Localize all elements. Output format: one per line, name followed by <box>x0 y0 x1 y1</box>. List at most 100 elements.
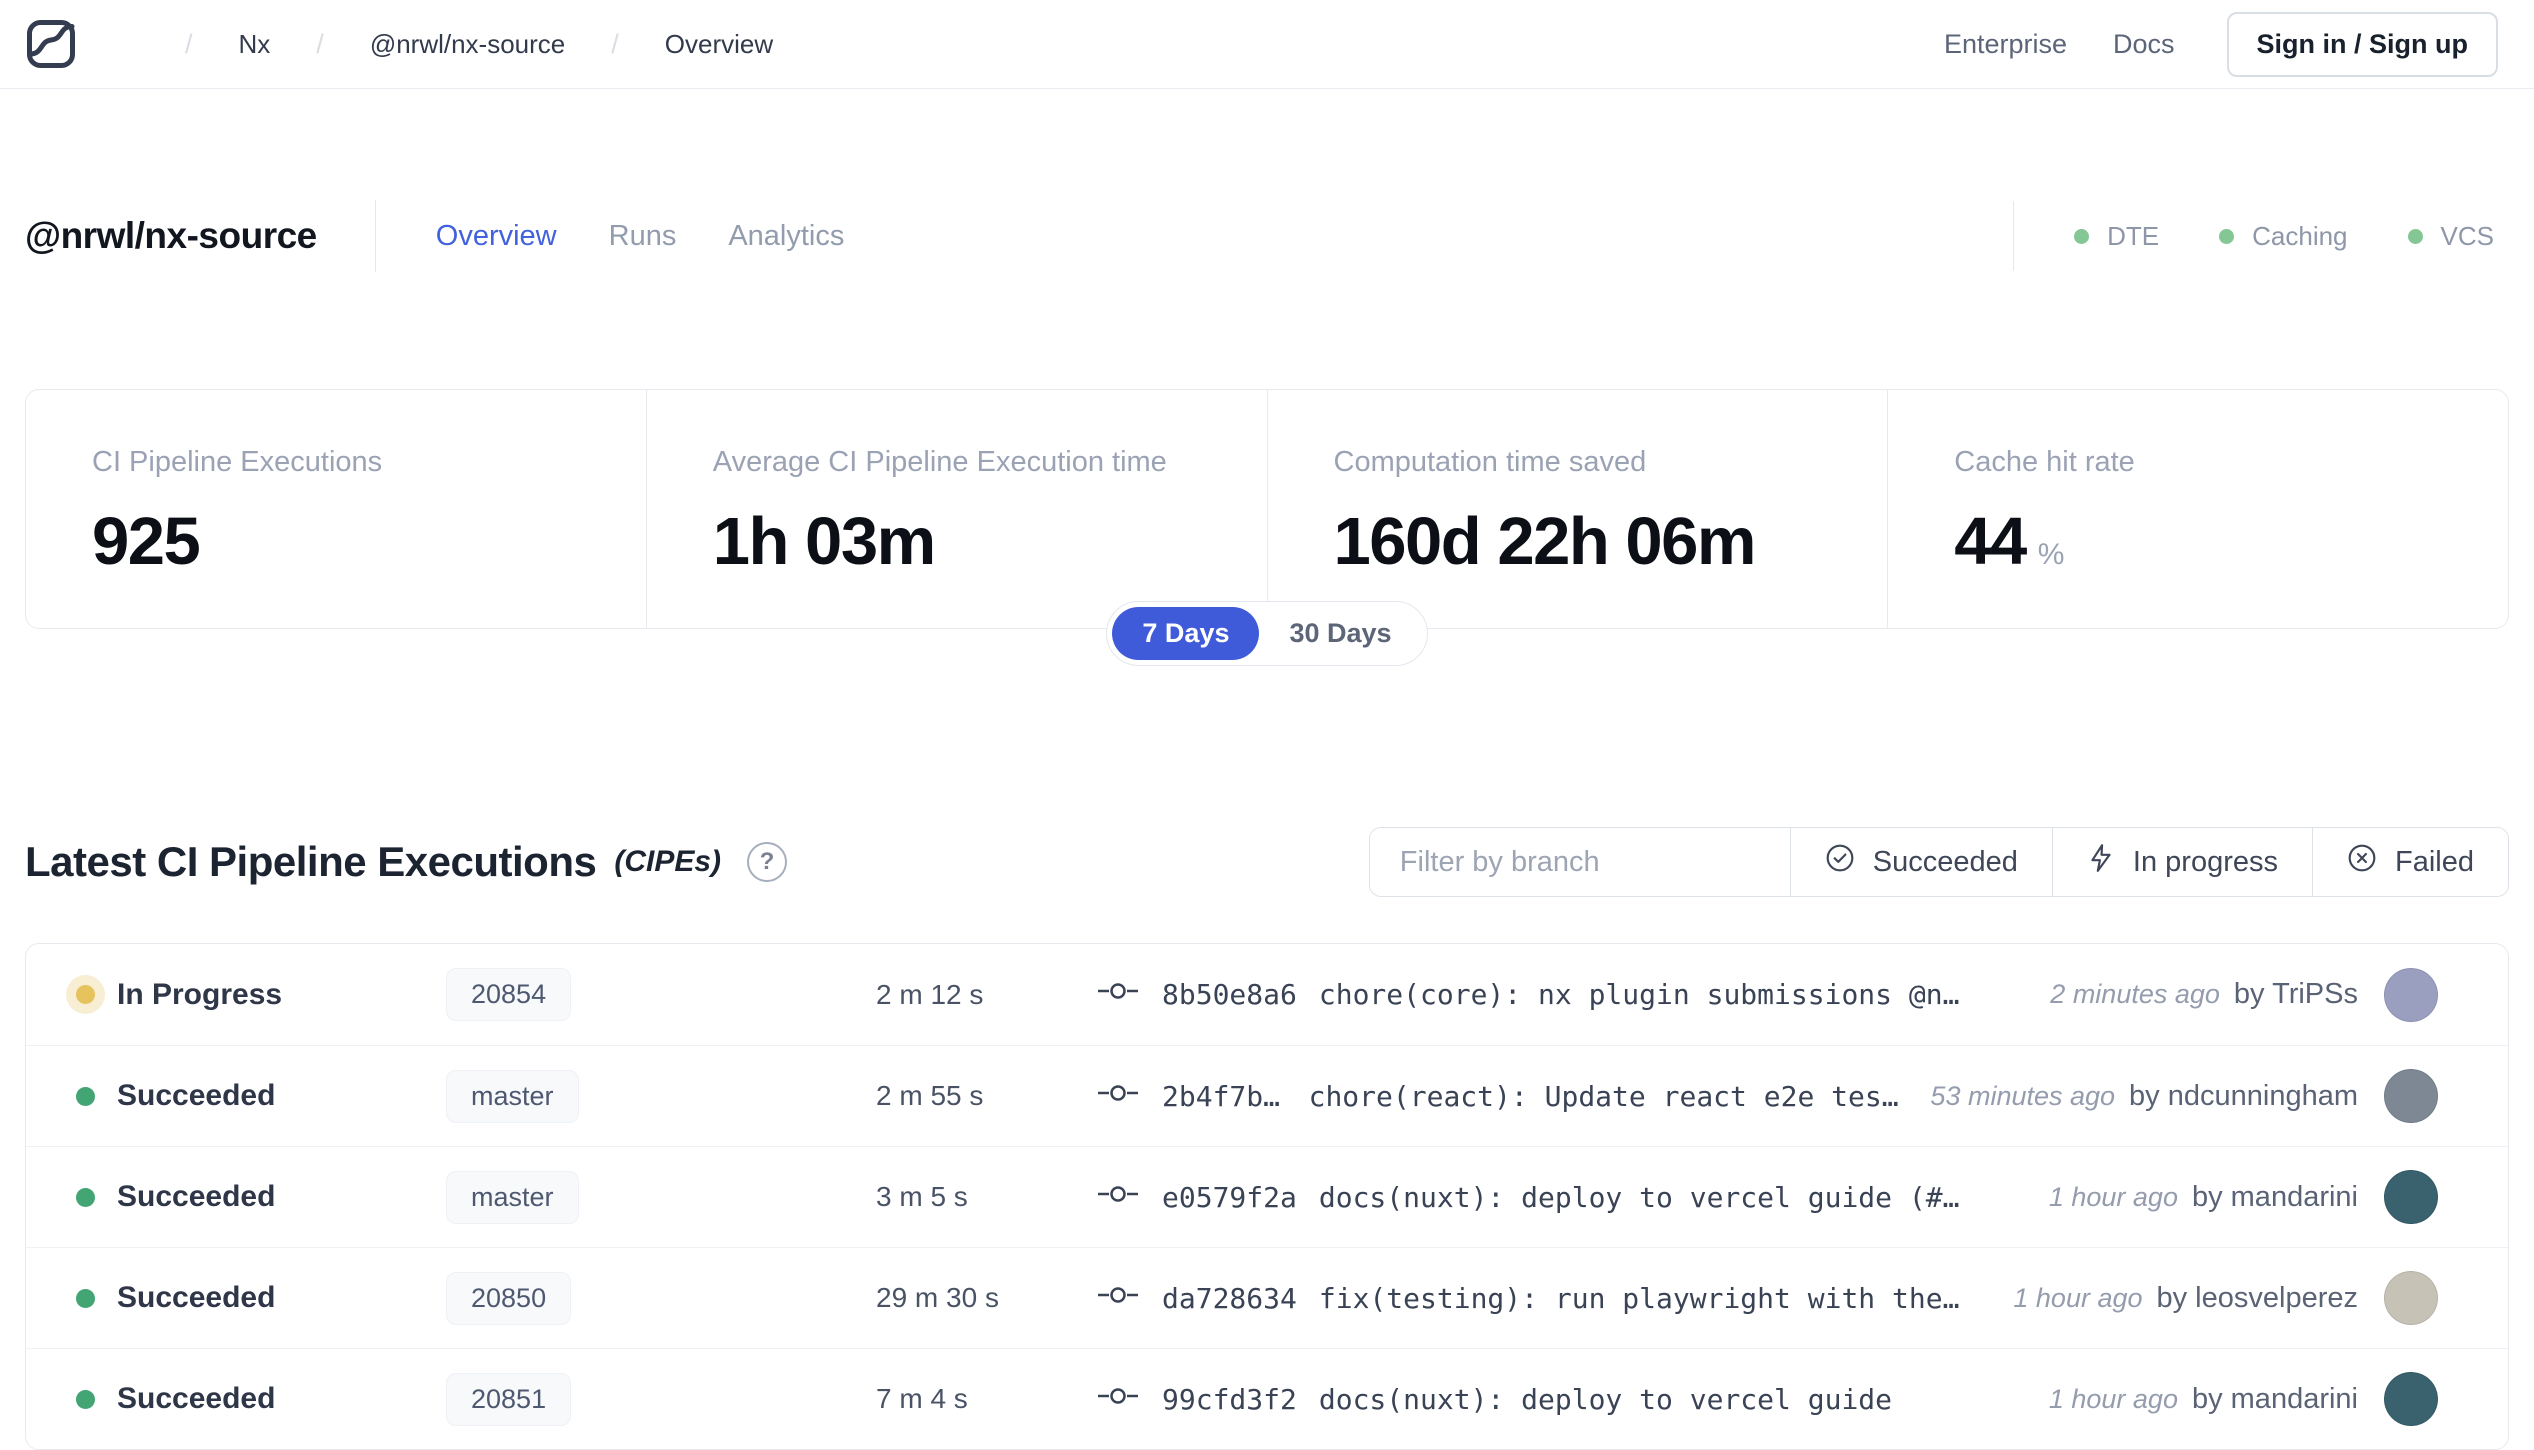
cipe-filter-group: Succeeded In progress Failed <box>1368 827 2509 897</box>
meta-cell: 1 hour ago by leosvelperez <box>2013 1282 2358 1315</box>
indicator-label: DTE <box>2107 220 2160 251</box>
stat-ci-pipeline-executions: CI Pipeline Executions 925 <box>26 390 646 628</box>
commit-hash: da728634 <box>1162 1281 1297 1315</box>
stat-label: Average CI Pipeline Execution time <box>712 446 1167 478</box>
breadcrumb: / Nx / @nrwl/nx-source / Overview <box>139 29 773 60</box>
status-dot-icon <box>76 1389 95 1409</box>
branch-badge: master <box>446 1170 579 1224</box>
branch-cell: 20854 <box>446 968 876 1021</box>
breadcrumb-separator: / <box>611 28 619 59</box>
stat-value: 925 <box>92 504 201 579</box>
breadcrumb-org[interactable]: Nx <box>238 28 271 59</box>
branch-badge: master <box>446 1069 579 1123</box>
green-status-dot-icon <box>2407 228 2423 244</box>
green-status-dot-icon <box>2219 228 2235 244</box>
table-row[interactable]: In Progress 20854 2 m 12 s 8b50e8a6 chor… <box>26 944 2508 1045</box>
commit-hash: e0579f2a <box>1162 1180 1297 1214</box>
toggle-30-days[interactable]: 30 Days <box>1259 607 1421 660</box>
commit-hash: 8b50e8a6 <box>1162 978 1297 1011</box>
nav-link-docs[interactable]: Docs <box>2113 28 2175 59</box>
nav-link-enterprise[interactable]: Enterprise <box>1943 28 2067 59</box>
commit-hash: 99cfd3f2 <box>1162 1382 1297 1416</box>
status-label: Succeeded <box>117 1180 276 1213</box>
table-row[interactable]: Succeeded master 2 m 55 s 2b4f7b86 chore… <box>26 1045 2508 1146</box>
status-label: Succeeded <box>117 1382 276 1415</box>
author: by mandarini <box>2191 1382 2358 1415</box>
filter-label: Failed <box>2395 845 2474 878</box>
commit-cell: 99cfd3f2 docs(nuxt): deploy to vercel gu… <box>1096 1382 2019 1417</box>
nx-cloud-logo-icon[interactable] <box>25 18 77 70</box>
workspace-header: @nrwl/nx-source Overview Runs Analytics … <box>25 194 2494 278</box>
top-navbar: / Nx / @nrwl/nx-source / Overview Enterp… <box>0 0 2534 89</box>
indicator-vcs: VCS <box>2407 221 2494 252</box>
branch-cell: 20850 <box>446 1271 876 1325</box>
commit-cell: 2b4f7b86 chore(react): Update react e2e … <box>1096 1079 1900 1114</box>
status-label: Succeeded <box>117 1281 276 1314</box>
green-status-dot-icon <box>2074 228 2090 244</box>
filter-branch-input[interactable] <box>1369 828 1790 896</box>
navbar-right: Enterprise Docs Sign in / Sign up <box>1943 11 2498 77</box>
cipe-table: In Progress 20854 2 m 12 s 8b50e8a6 chor… <box>25 943 2509 1450</box>
stat-computation-time-saved: Computation time saved 160d 22h 06m <box>1266 390 1888 628</box>
indicators-divider <box>2013 201 2015 271</box>
avatar <box>2384 967 2438 1022</box>
commit-cell: da728634 fix(testing): run playwright wi… <box>1096 1281 1983 1316</box>
toggle-7-days[interactable]: 7 Days <box>1112 607 1260 660</box>
filter-in-progress-button[interactable]: In progress <box>2051 828 2312 896</box>
git-commit-icon <box>1096 1180 1140 1215</box>
breadcrumb-separator: / <box>185 28 193 59</box>
sign-in-button[interactable]: Sign in / Sign up <box>2226 11 2498 77</box>
check-circle-icon <box>1825 843 1855 881</box>
stat-value: 44 <box>1954 504 2027 579</box>
filter-label: Succeeded <box>1872 845 2018 878</box>
period-toggle: 7 Days 30 Days <box>1106 601 1428 666</box>
tab-overview[interactable]: Overview <box>435 219 557 252</box>
branch-cell: master <box>446 1069 876 1123</box>
commit-message: fix(testing): run playwright with the… <box>1318 1281 1960 1315</box>
breadcrumb-page[interactable]: Overview <box>664 28 774 59</box>
duration: 29 m 30 s <box>876 1282 999 1313</box>
commit-hash: 2b4f7b86 <box>1162 1079 1287 1113</box>
filter-failed-button[interactable]: Failed <box>2312 828 2508 896</box>
commit-cell: e0579f2a docs(nuxt): deploy to vercel gu… <box>1096 1180 2019 1215</box>
tab-analytics[interactable]: Analytics <box>728 219 845 252</box>
avatar <box>2384 1170 2438 1224</box>
time-ago: 1 hour ago <box>2048 1383 2178 1414</box>
stat-average-execution-time: Average CI Pipeline Execution time 1h 03… <box>645 390 1267 628</box>
tab-runs[interactable]: Runs <box>608 219 677 252</box>
help-icon[interactable]: ? <box>747 842 788 882</box>
period-toggle-wrap: 7 Days 30 Days <box>0 601 2534 666</box>
branch-cell: master <box>446 1170 876 1224</box>
table-row[interactable]: Succeeded 20851 7 m 4 s 99cfd3f2 docs(nu… <box>26 1348 2508 1449</box>
duration: 3 m 5 s <box>876 1181 968 1212</box>
table-row[interactable]: Succeeded master 3 m 5 s e0579f2a docs(n… <box>26 1146 2508 1247</box>
commit-cell: 8b50e8a6 chore(core): nx plugin submissi… <box>1096 977 2020 1012</box>
stat-cache-hit-rate: Cache hit rate 44 % <box>1887 390 2508 628</box>
time-ago: 2 minutes ago <box>2050 979 2220 1009</box>
indicator-label: Caching <box>2252 220 2348 251</box>
stat-suffix: % <box>2037 538 2065 571</box>
duration: 2 m 55 s <box>876 1080 984 1111</box>
time-ago: 53 minutes ago <box>1930 1080 2116 1111</box>
status-cell: Succeeded <box>76 1382 446 1416</box>
status-dot-icon <box>76 1086 95 1106</box>
meta-cell: 1 hour ago by mandarini <box>2049 1181 2358 1214</box>
breadcrumb-workspace[interactable]: @nrwl/nx-source <box>369 28 566 59</box>
avatar <box>2384 1372 2438 1426</box>
stat-value: 160d 22h 06m <box>1333 504 1757 579</box>
status-cell: Succeeded <box>76 1281 446 1315</box>
status-dot-icon <box>76 1288 95 1308</box>
x-circle-icon <box>2347 843 2377 881</box>
author: by ndcunningham <box>2129 1079 2358 1112</box>
status-cell: In Progress <box>76 978 446 1012</box>
status-cell: Succeeded <box>76 1079 446 1113</box>
table-row[interactable]: Succeeded 20850 29 m 30 s da728634 fix(t… <box>26 1247 2508 1348</box>
meta-cell: 2 minutes ago by TriPSs <box>2050 978 2358 1011</box>
cipes-section-header: Latest CI Pipeline Executions (CIPEs) ? … <box>25 827 2509 897</box>
commit-message: chore(react): Update react e2e tests … <box>1308 1079 1901 1113</box>
filter-succeeded-button[interactable]: Succeeded <box>1789 828 2052 896</box>
branch-badge: 20850 <box>446 1271 572 1325</box>
avatar <box>2384 1069 2438 1123</box>
workspace-title: @nrwl/nx-source <box>25 215 317 256</box>
status-label: In Progress <box>117 977 283 1011</box>
